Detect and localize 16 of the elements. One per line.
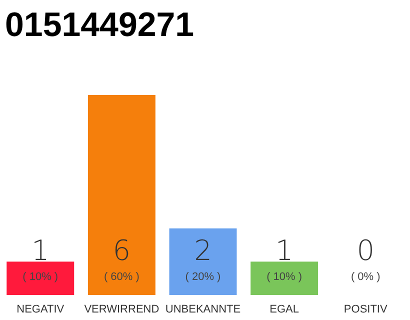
data-label: 2 — [194, 234, 212, 267]
data-label: 1 — [275, 234, 294, 267]
x-tick-label: NEGATIV — [16, 304, 65, 316]
x-tick-label: EGAL — [270, 304, 299, 316]
data-label: 6 — [112, 234, 131, 267]
chart-title: 0151449271 — [5, 6, 194, 44]
data-label: 0 — [356, 234, 375, 267]
annotation: ( 0% ) — [350, 271, 380, 283]
annotation: ( 20% ) — [185, 271, 221, 283]
x-tick-label: VERWIRREND — [84, 304, 160, 316]
annotation: ( 10% ) — [266, 271, 302, 283]
data-label: 1 — [31, 234, 50, 267]
annotation: ( 60% ) — [104, 271, 140, 283]
annotation: ( 10% ) — [22, 271, 58, 283]
x-tick-label: POSITIV — [344, 304, 388, 316]
x-tick-label: UNBEKANNTE — [165, 304, 241, 316]
